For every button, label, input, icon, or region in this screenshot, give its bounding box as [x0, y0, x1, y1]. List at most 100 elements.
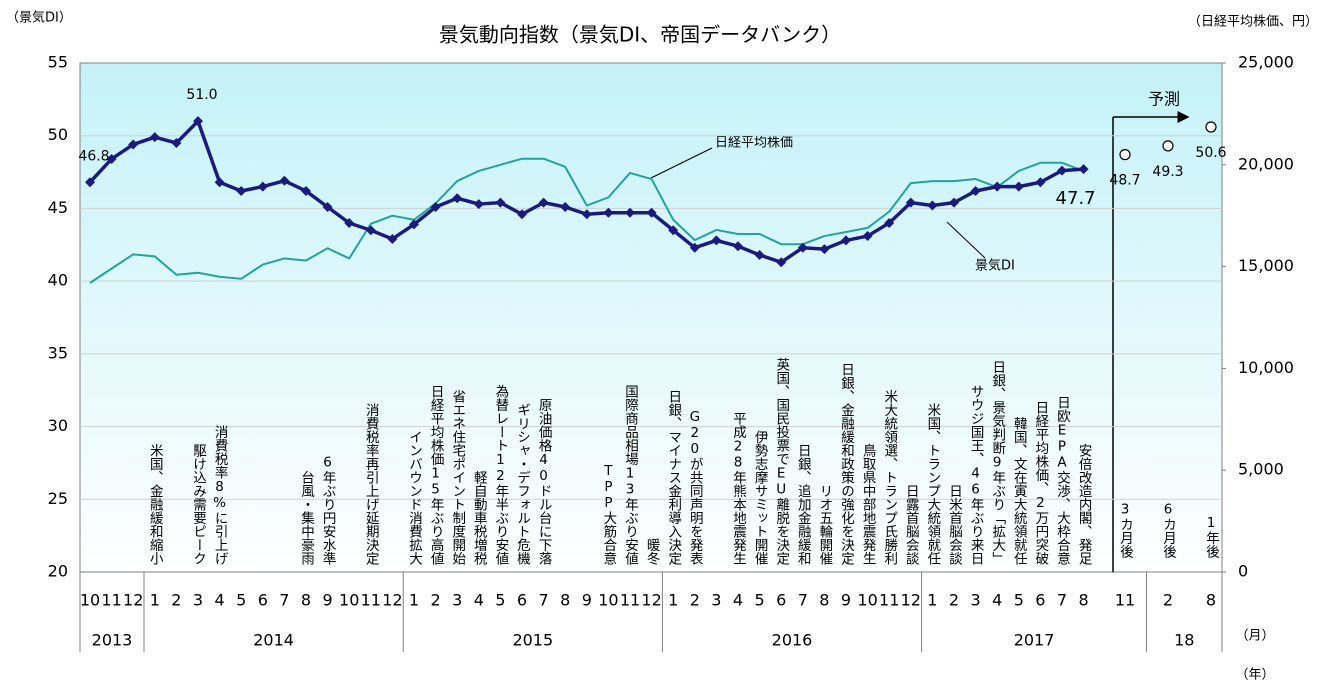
marker [85, 177, 95, 188]
x-tick-label: 6 [517, 591, 527, 610]
marker [560, 201, 571, 212]
y-tick-label: 35 [48, 343, 68, 362]
x-tick-label: 1 [409, 591, 419, 610]
x-tick-label: 4 [215, 591, 225, 610]
marker [603, 207, 614, 218]
x-tick-label: 9 [582, 591, 592, 610]
plot-area [79, 62, 1223, 573]
event-note: 国際商品相場13年ぶり安値 [622, 385, 639, 566]
y2-tick-label: 15,000 [1238, 256, 1294, 275]
x-tick-label: 6 [258, 591, 268, 610]
marker [409, 219, 419, 230]
marker [279, 175, 290, 186]
y-tick-label: 45 [48, 198, 68, 217]
marker [517, 209, 527, 220]
event-note: 原油価格40ドル台に下落 [536, 398, 553, 565]
event-note: 消費税率8%に引上げ [212, 425, 229, 566]
x-tick-label: 7 [539, 591, 549, 610]
forecast-note: 3カ月後 [1117, 502, 1134, 559]
marker [949, 197, 959, 208]
marker [927, 200, 938, 211]
marker [841, 235, 851, 246]
y2-tick-label: 0 [1238, 562, 1248, 581]
x-tick-label: 1 [150, 591, 160, 610]
event-note: 為替レート12年半ぶり安値 [492, 384, 509, 565]
x-tick-label: 5 [236, 591, 246, 610]
marker [884, 217, 895, 228]
year-label: 2015 [512, 631, 553, 650]
x-tick-label: 3 [452, 591, 462, 610]
event-note: 暖冬 [644, 538, 661, 567]
forecast-point [1162, 140, 1174, 152]
y-axis-label: （景気DI） [6, 10, 72, 26]
event-note: 日銀、追加金融緩和 [795, 444, 812, 566]
event-note: 米国、金融緩和縮小 [147, 443, 164, 566]
x-tick-label: 1 [927, 591, 937, 610]
marker [754, 249, 765, 260]
x-tick-label: 7 [1057, 591, 1067, 610]
chart-title: 景気動向指数（景気DI、帝国データバンク） [439, 23, 841, 47]
x-tick-label: 10 [80, 591, 100, 610]
marker [128, 139, 139, 150]
series-label: 日経平均株価 [715, 136, 793, 151]
marker [581, 209, 592, 220]
year-label: 2014 [253, 631, 294, 650]
year-label: 2013 [92, 631, 133, 650]
x-tick-label: 12 [641, 591, 661, 610]
x-tick-label: 8 [1079, 591, 1089, 610]
x-tick-label: 10 [339, 591, 359, 610]
marker [106, 153, 117, 164]
marker [1013, 181, 1024, 192]
x-tick-label: 12 [123, 591, 143, 610]
marker [797, 242, 808, 253]
x-tick-label: 10 [857, 591, 877, 610]
event-note: ギリシャ・デフォルト危機 [514, 403, 531, 566]
marker [538, 197, 549, 208]
event-note: 米大統領選、トランプ氏勝利 [881, 389, 898, 565]
year-axis-label: （年） [1235, 668, 1274, 681]
x-tick-label: 5 [755, 591, 765, 610]
x-tick-label: 3 [193, 591, 203, 610]
event-note: 6年ぶり円安水準 [320, 455, 337, 566]
marker [214, 177, 225, 188]
event-note: 安倍改造内閣、発足 [1076, 443, 1093, 566]
event-note: 日露首脳会談 [903, 484, 920, 565]
x-tick-label: 12 [901, 591, 921, 610]
marker [711, 235, 722, 246]
x-tick-label: 2 [1163, 591, 1173, 610]
event-note: G20が共同声明を発表 [687, 409, 704, 565]
data-label: 46.8 [78, 148, 109, 164]
marker [365, 225, 376, 236]
forecast-label: 50.6 [1195, 145, 1226, 161]
marker [733, 241, 743, 252]
marker [452, 193, 463, 204]
x-tick-label: 4 [992, 591, 1002, 610]
forecast-label: 48.7 [1109, 173, 1140, 189]
data-label: 51.0 [186, 87, 217, 103]
marker [301, 185, 311, 196]
marker [776, 257, 787, 268]
x-tick-label: 5 [1014, 591, 1024, 610]
event-note: TPP大筋合意 [600, 463, 617, 565]
x-tick-label: 11 [1115, 591, 1135, 610]
marker [905, 197, 916, 208]
x-tick-label: 3 [711, 591, 721, 610]
x-tick-label: 11 [361, 591, 381, 610]
marker [1078, 164, 1089, 175]
event-note: 日経平均株価15年ぶり高値 [428, 385, 445, 566]
x-tick-label: 5 [495, 591, 505, 610]
forecast-note: 6カ月後 [1160, 502, 1177, 559]
forecast-point [1119, 149, 1131, 161]
y2-tick-label: 20,000 [1238, 154, 1294, 173]
marker [646, 207, 657, 218]
x-tick-label: 9 [323, 591, 333, 610]
x-tick-label: 8 [301, 591, 311, 610]
event-note: 駆け込み需要ピーク [190, 444, 207, 566]
x-tick-label: 6 [776, 591, 786, 610]
x-tick-label: 1 [668, 591, 678, 610]
x-axis-label: （月） [1235, 629, 1274, 644]
marker [171, 137, 182, 148]
x-tick-label: 4 [474, 591, 484, 610]
data-label: 47.7 [1056, 188, 1096, 209]
